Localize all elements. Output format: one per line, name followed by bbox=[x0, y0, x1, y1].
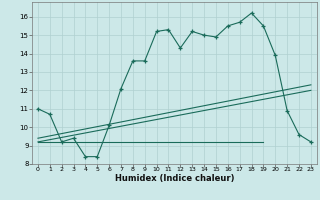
X-axis label: Humidex (Indice chaleur): Humidex (Indice chaleur) bbox=[115, 174, 234, 183]
